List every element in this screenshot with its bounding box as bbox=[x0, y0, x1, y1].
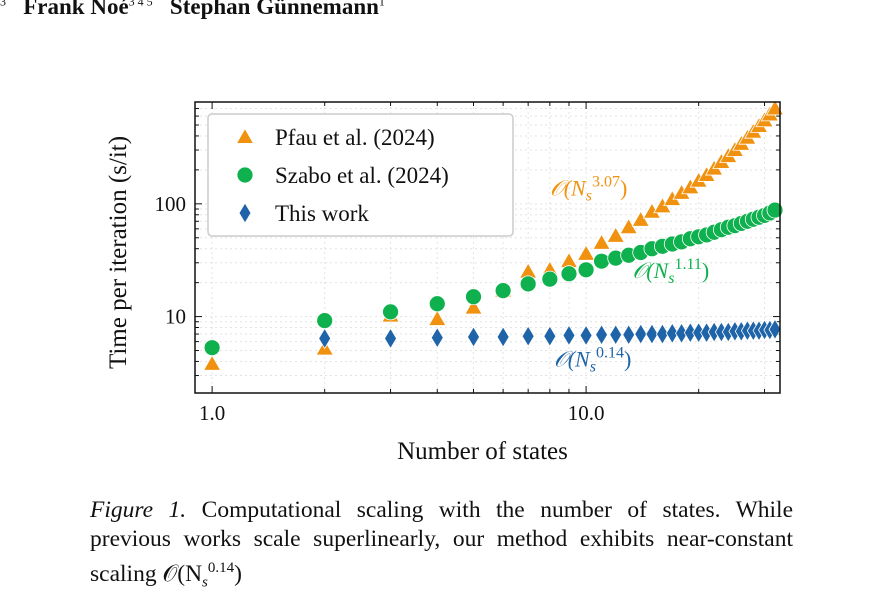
data-point bbox=[634, 323, 648, 345]
data-point bbox=[576, 244, 596, 261]
data-point bbox=[521, 325, 535, 347]
author-line: 3 Frank Noé3 4 5 Stephan Günnemann1 bbox=[0, 0, 385, 20]
data-point bbox=[202, 354, 222, 371]
y-axis-label: Time per iteration (s/it) bbox=[105, 136, 132, 369]
legend-label: Pfau et al. (2024) bbox=[275, 125, 435, 150]
author-affiliations: 3 4 5 bbox=[128, 0, 153, 9]
data-point bbox=[562, 324, 576, 347]
data-point bbox=[577, 261, 595, 279]
legend-marker bbox=[236, 166, 254, 184]
data-point bbox=[541, 270, 559, 288]
data-point bbox=[609, 323, 623, 346]
data-point bbox=[318, 327, 332, 350]
data-point bbox=[430, 326, 444, 349]
data-point bbox=[592, 233, 611, 250]
data-point bbox=[494, 282, 512, 299]
x-tick-label: 10.0 bbox=[568, 401, 605, 425]
data-point bbox=[655, 323, 669, 345]
scaling-annotation: 𝒪(Ns3.07) bbox=[550, 174, 627, 205]
data-point bbox=[316, 312, 334, 330]
data-point bbox=[382, 303, 399, 321]
y-tick-label: 100 bbox=[155, 192, 187, 216]
data-point bbox=[595, 323, 609, 346]
y-tick-label: 10 bbox=[165, 305, 186, 329]
data-point bbox=[606, 226, 625, 243]
data-point bbox=[496, 326, 510, 348]
data-point bbox=[593, 252, 610, 270]
data-point bbox=[560, 265, 578, 283]
data-point bbox=[428, 295, 446, 313]
data-point bbox=[428, 309, 447, 326]
x-axis-label: Number of states bbox=[397, 438, 568, 465]
data-point bbox=[543, 325, 557, 347]
author-name: Frank Noé bbox=[23, 0, 129, 19]
data-point bbox=[766, 201, 784, 219]
author-superscript: 3 bbox=[0, 0, 6, 9]
caption-exponent: 0.14 bbox=[207, 560, 235, 576]
figure-caption: Figure 1. Computational scaling with the… bbox=[90, 497, 793, 591]
legend-marker bbox=[238, 202, 252, 224]
scaling-annotation: 𝒪(Ns1.11) bbox=[632, 256, 709, 287]
data-point bbox=[622, 323, 636, 346]
data-point bbox=[631, 210, 650, 227]
data-point bbox=[384, 327, 398, 350]
data-point bbox=[467, 326, 480, 348]
data-point bbox=[519, 275, 537, 293]
legend-box bbox=[207, 113, 514, 237]
scaling-annotation: 𝒪(Ns0.14) bbox=[554, 345, 631, 376]
legend-label: This work bbox=[275, 201, 369, 226]
data-point bbox=[465, 288, 482, 306]
author-name: Stephan Günnemann bbox=[169, 0, 379, 19]
data-point bbox=[768, 318, 782, 341]
legend-label: Szabo et al. (2024) bbox=[275, 163, 449, 188]
x-tick-label: 1.0 bbox=[199, 401, 225, 425]
legend-marker bbox=[235, 127, 255, 144]
caption-text: Computational scaling with the number of… bbox=[90, 497, 793, 587]
data-point bbox=[579, 324, 593, 347]
data-point bbox=[645, 323, 659, 345]
author-affiliations: 1 bbox=[378, 0, 385, 9]
plot-frame bbox=[194, 101, 781, 394]
data-point bbox=[464, 298, 483, 315]
data-point bbox=[203, 339, 221, 357]
scaling-chart: 1.0 10.0 10 100 Number of states Time per ite… bbox=[105, 99, 785, 465]
data-point bbox=[665, 322, 679, 345]
caption-label: Figure 1. bbox=[90, 497, 187, 523]
